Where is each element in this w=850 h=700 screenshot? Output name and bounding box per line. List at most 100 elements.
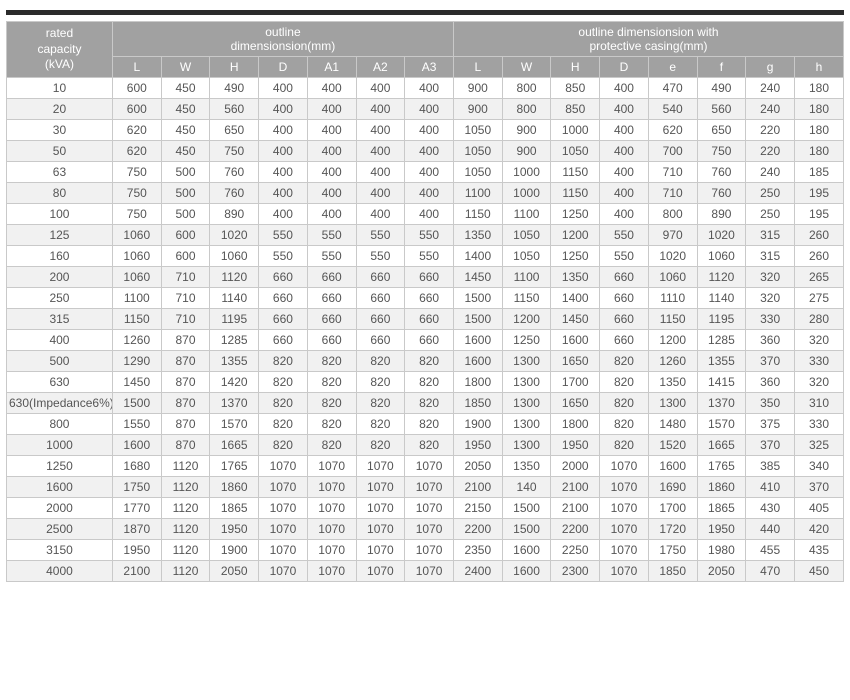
cell-value: 1860 [697, 477, 746, 498]
cell-value: 220 [746, 120, 795, 141]
table-row: 1000160087016658208208208201950130019508… [7, 435, 844, 456]
cell-value: 1250 [551, 204, 600, 225]
cell-value: 1300 [502, 393, 551, 414]
cell-value: 760 [697, 162, 746, 183]
cell-value: 970 [648, 225, 697, 246]
cell-value: 1070 [405, 540, 454, 561]
cell-capacity: 30 [7, 120, 113, 141]
cell-capacity: 1600 [7, 477, 113, 498]
cell-value: 660 [259, 309, 308, 330]
cell-value: 820 [600, 393, 649, 414]
col-e-g2: e [648, 57, 697, 78]
cell-value: 400 [405, 141, 454, 162]
cell-value: 660 [356, 309, 405, 330]
cell-capacity: 630 [7, 372, 113, 393]
cell-value: 820 [307, 372, 356, 393]
cell-value: 450 [161, 99, 210, 120]
cell-value: 660 [259, 267, 308, 288]
cell-value: 330 [794, 351, 843, 372]
cell-value: 710 [161, 288, 210, 309]
table-row: 6375050076040040040040010501000115040071… [7, 162, 844, 183]
table-row: 1600175011201860107010701070107021001402… [7, 477, 844, 498]
cell-value: 280 [794, 309, 843, 330]
cell-value: 620 [112, 141, 161, 162]
cell-value: 750 [112, 204, 161, 225]
table-row: 5001290870135582082082082016001300165082… [7, 351, 844, 372]
cell-value: 820 [356, 435, 405, 456]
cell-value: 330 [794, 414, 843, 435]
cell-value: 1850 [648, 561, 697, 582]
cell-value: 1070 [405, 519, 454, 540]
cell-value: 400 [356, 183, 405, 204]
cell-value: 1060 [210, 246, 259, 267]
cell-value: 400 [356, 204, 405, 225]
cell-value: 400 [600, 204, 649, 225]
cell-value: 550 [259, 246, 308, 267]
table-row: 8001550870157082082082082019001300180082… [7, 414, 844, 435]
cell-value: 1350 [648, 372, 697, 393]
cell-value: 1070 [307, 540, 356, 561]
cell-value: 1120 [161, 456, 210, 477]
cell-value: 850 [551, 99, 600, 120]
cell-value: 435 [794, 540, 843, 561]
col-h-g2: h [794, 57, 843, 78]
cell-value: 660 [405, 309, 454, 330]
cell-value: 1050 [502, 246, 551, 267]
cell-capacity: 250 [7, 288, 113, 309]
col-d-g1: D [259, 57, 308, 78]
cell-value: 1500 [453, 309, 502, 330]
cell-value: 1070 [307, 456, 356, 477]
cell-value: 1800 [453, 372, 502, 393]
cell-value: 320 [746, 288, 795, 309]
cell-value: 400 [259, 204, 308, 225]
cell-capacity: 125 [7, 225, 113, 246]
cell-value: 800 [648, 204, 697, 225]
cell-value: 360 [746, 372, 795, 393]
cell-value: 750 [112, 183, 161, 204]
cell-value: 1120 [161, 498, 210, 519]
cell-value: 315 [746, 246, 795, 267]
cell-value: 820 [307, 435, 356, 456]
cell-value: 1100 [453, 183, 502, 204]
cell-value: 1950 [697, 519, 746, 540]
cell-value: 750 [112, 162, 161, 183]
cell-value: 220 [746, 141, 795, 162]
cell-value: 1285 [210, 330, 259, 351]
cell-value: 820 [356, 351, 405, 372]
cell-value: 1060 [112, 246, 161, 267]
col-l-g1: L [112, 57, 161, 78]
cell-value: 1600 [453, 330, 502, 351]
table-row: 5062045075040040040040010509001050400700… [7, 141, 844, 162]
cell-value: 400 [600, 78, 649, 99]
cell-value: 710 [161, 309, 210, 330]
cell-value: 2050 [453, 456, 502, 477]
cell-value: 1070 [259, 456, 308, 477]
cell-value: 1200 [502, 309, 551, 330]
cell-value: 240 [746, 99, 795, 120]
cell-value: 620 [112, 120, 161, 141]
cell-value: 660 [600, 288, 649, 309]
table-row: 1250168011201765107010701070107020501350… [7, 456, 844, 477]
cell-value: 820 [600, 372, 649, 393]
table-row: 2000177011201865107010701070107021501500… [7, 498, 844, 519]
cell-value: 1650 [551, 351, 600, 372]
cell-value: 870 [161, 330, 210, 351]
cell-value: 195 [794, 204, 843, 225]
cell-value: 1300 [502, 414, 551, 435]
cell-value: 1690 [648, 477, 697, 498]
cell-value: 1070 [405, 498, 454, 519]
cell-value: 1865 [697, 498, 746, 519]
cell-value: 820 [259, 351, 308, 372]
cell-value: 260 [794, 246, 843, 267]
cell-value: 820 [356, 372, 405, 393]
col-g-g2: g [746, 57, 795, 78]
cell-value: 1120 [161, 540, 210, 561]
cell-value: 660 [259, 330, 308, 351]
cell-value: 1800 [551, 414, 600, 435]
cell-value: 1050 [453, 141, 502, 162]
cell-value: 1195 [210, 309, 259, 330]
cell-value: 900 [502, 120, 551, 141]
cell-value: 400 [307, 141, 356, 162]
cell-value: 1700 [551, 372, 600, 393]
cell-value: 1700 [648, 498, 697, 519]
